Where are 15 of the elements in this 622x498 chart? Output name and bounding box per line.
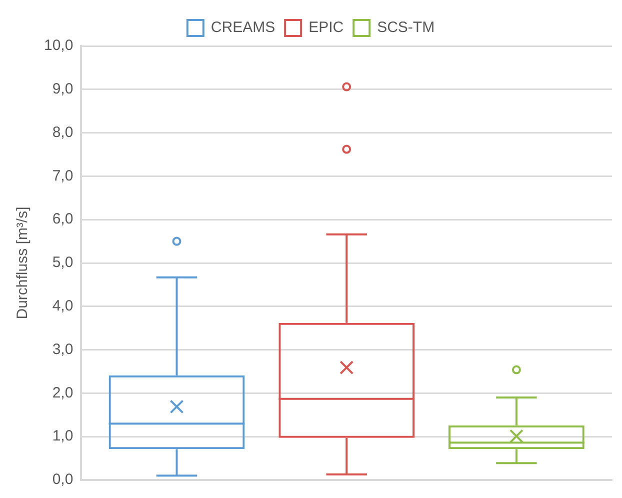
y-tick-label: 8,0 <box>52 124 74 141</box>
y-tick-label: 0,0 <box>52 471 74 488</box>
y-tick-label: 9,0 <box>52 80 74 98</box>
legend-label: CREAMS <box>210 19 276 36</box>
y-tick-label: 7,0 <box>52 167 74 184</box>
y-tick-label: 5,0 <box>52 254 74 272</box>
y-tick-label: 4,0 <box>52 298 74 315</box>
y-tick-label: 6,0 <box>52 210 74 228</box>
legend-label: SCS-TM <box>377 19 435 36</box>
y-tick-label: 3,0 <box>52 340 74 358</box>
y-axis-title: Durchfluss [m³/s] <box>14 206 32 320</box>
legend-label: EPIC <box>308 19 344 36</box>
y-tick-label: 10,0 <box>44 37 74 54</box>
y-tick-label: 2,0 <box>52 384 74 402</box>
y-tick-label: 1,0 <box>52 428 74 445</box>
